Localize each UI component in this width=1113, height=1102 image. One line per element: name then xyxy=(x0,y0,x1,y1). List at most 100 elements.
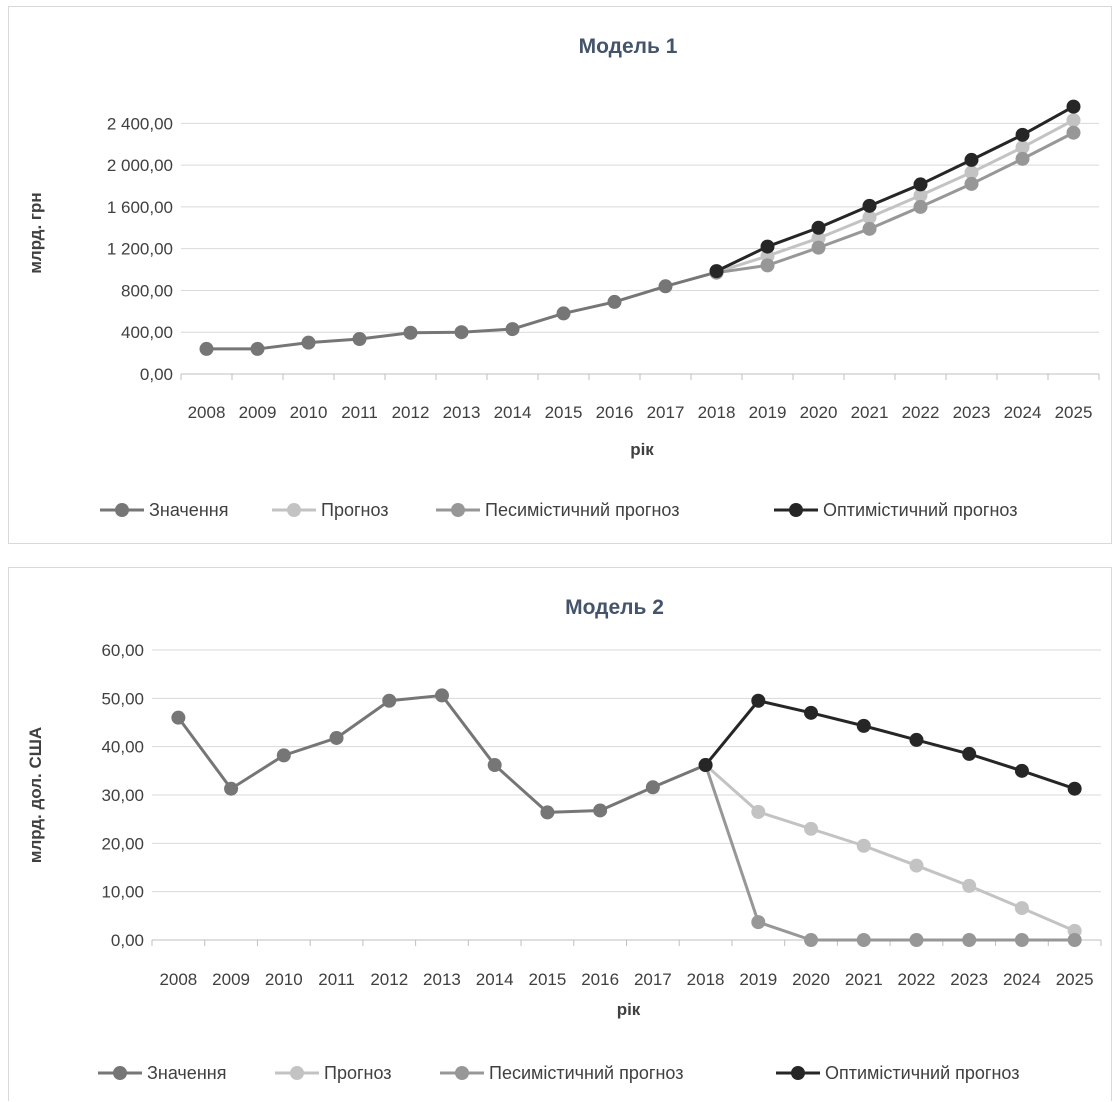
line-chart-model-2: Модель 2 0,00 10,00 20,00 30,00 40,00 50,00 60,… xyxy=(26,596,1102,1083)
data-point-values xyxy=(556,306,571,321)
series-optimistic-forecast xyxy=(709,99,1081,279)
legend-marker xyxy=(115,503,129,517)
chart-panel-model-1: Модель 1 0,00 400,00 800,00 1 200,00 1 600,00… xyxy=(8,6,1112,544)
data-point-forecast xyxy=(751,804,766,819)
series-forecast xyxy=(698,758,1082,938)
series-line-forecast xyxy=(716,118,1075,274)
data-point-forecast xyxy=(913,188,928,203)
data-point-forecast xyxy=(962,878,977,893)
data-point-pessimistic-forecast xyxy=(964,176,979,191)
data-point-optimistic-forecast xyxy=(964,152,979,167)
x-tick-label: 2012 xyxy=(392,403,430,422)
legend-marker xyxy=(455,1066,469,1080)
legend-entry-pessimistic-forecast: Песимістичний прогноз xyxy=(440,1063,683,1083)
x-tick-label: 2025 xyxy=(1055,403,1093,422)
data-point-values xyxy=(199,341,214,356)
data-point-values xyxy=(276,748,291,763)
data-point-pessimistic-forecast xyxy=(804,933,819,947)
y-tick-label: 50,00 xyxy=(101,689,144,708)
data-point-optimistic-forecast xyxy=(1015,127,1030,142)
data-point-optimistic-forecast xyxy=(1067,781,1082,796)
x-tick-label: 2020 xyxy=(792,970,830,989)
series-optimistic-forecast xyxy=(698,693,1082,796)
series-values xyxy=(199,265,724,356)
data-point-pessimistic-forecast xyxy=(962,933,977,947)
data-point-optimistic-forecast xyxy=(913,177,928,192)
data-point-values xyxy=(301,335,316,350)
legend-marker xyxy=(789,503,803,517)
legend-entry-forecast: Прогноз xyxy=(275,1063,392,1083)
y-tick-label: 2 400,00 xyxy=(107,114,173,133)
y-tick-label: 40,00 xyxy=(101,738,144,757)
data-point-values xyxy=(454,325,469,340)
data-point-values xyxy=(250,341,265,356)
data-point-optimistic-forecast xyxy=(862,198,877,213)
y-tick-label: 400,00 xyxy=(121,323,173,342)
legend-entry-optimistic-forecast: Оптимістичний прогноз xyxy=(776,1063,1019,1083)
data-point-pessimistic-forecast xyxy=(913,199,928,214)
chart-title: Модель 1 xyxy=(579,35,678,58)
legend-label: Значення xyxy=(149,500,228,520)
x-tick-label: 2018 xyxy=(698,403,736,422)
x-tick-label: 2017 xyxy=(634,970,672,989)
x-tick-label: 2015 xyxy=(545,403,583,422)
legend-marker xyxy=(290,1066,304,1080)
data-point-optimistic-forecast xyxy=(751,693,766,708)
y-tick-label: 30,00 xyxy=(101,786,144,805)
x-tick-label: 2011 xyxy=(341,403,378,422)
legend-marker xyxy=(791,1066,805,1080)
legend-marker xyxy=(287,503,301,517)
x-tick-label: 2018 xyxy=(687,970,725,989)
x-tick-label: 2017 xyxy=(647,403,685,422)
data-point-pessimistic-forecast xyxy=(856,933,871,947)
x-tick-label: 2010 xyxy=(290,403,328,422)
legend-label: Песимістичний прогноз xyxy=(485,500,679,520)
y-tick-label: 10,00 xyxy=(101,883,144,902)
series-line-pessimistic-forecast xyxy=(716,131,1075,275)
line-chart-model-1: Модель 1 0,00 400,00 800,00 1 200,00 1 600,00… xyxy=(26,35,1100,520)
y-axis-label: млрд. грн xyxy=(26,192,45,273)
chart-title: Модель 2 xyxy=(565,596,664,619)
x-tick-label: 2013 xyxy=(443,403,481,422)
data-point-values xyxy=(593,803,608,818)
data-point-forecast xyxy=(964,165,979,180)
legend-label: Значення xyxy=(147,1063,226,1083)
y-tick-label: 1 600,00 xyxy=(107,198,173,217)
x-tick-label: 2014 xyxy=(476,970,514,989)
data-point-optimistic-forecast xyxy=(811,220,826,235)
x-tick-label: 2009 xyxy=(212,970,250,989)
data-point-values xyxy=(645,780,660,795)
legend-entry-optimistic-forecast: Оптимістичний прогноз xyxy=(774,500,1017,520)
x-tick-label: 2009 xyxy=(239,403,277,422)
data-point-optimistic-forecast xyxy=(804,705,819,720)
x-tick-label: 2024 xyxy=(1003,970,1041,989)
legend-label: Прогноз xyxy=(324,1063,392,1083)
x-tick-label: 2015 xyxy=(529,970,567,989)
data-point-values xyxy=(224,781,239,796)
data-point-optimistic-forecast xyxy=(1066,99,1081,114)
data-point-forecast xyxy=(1015,140,1030,155)
data-point-values xyxy=(329,730,344,745)
y-tick-label: 0,00 xyxy=(111,931,144,950)
data-point-forecast xyxy=(1066,113,1081,128)
legend-marker xyxy=(113,1066,127,1080)
data-point-optimistic-forecast xyxy=(760,239,775,254)
x-tick-label: 2016 xyxy=(581,970,619,989)
x-tick-label: 2021 xyxy=(845,970,883,989)
y-tick-label: 60,00 xyxy=(101,641,144,660)
data-point-pessimistic-forecast xyxy=(1015,151,1030,166)
y-tick-label: 0,00 xyxy=(140,365,173,384)
data-point-values xyxy=(382,693,397,708)
data-point-values xyxy=(505,322,520,337)
data-point-values xyxy=(540,805,555,820)
x-tick-label: 2013 xyxy=(423,970,461,989)
x-tick-label: 2022 xyxy=(898,970,936,989)
x-tick-label: 2024 xyxy=(1004,403,1042,422)
data-point-pessimistic-forecast xyxy=(1067,933,1082,947)
series-pessimistic-forecast xyxy=(698,758,1082,947)
x-tick-label: 2010 xyxy=(265,970,303,989)
y-tick-label: 20,00 xyxy=(101,834,144,853)
data-point-optimistic-forecast xyxy=(1014,763,1029,778)
x-tick-label: 2021 xyxy=(851,403,889,422)
data-point-pessimistic-forecast xyxy=(1014,933,1029,947)
